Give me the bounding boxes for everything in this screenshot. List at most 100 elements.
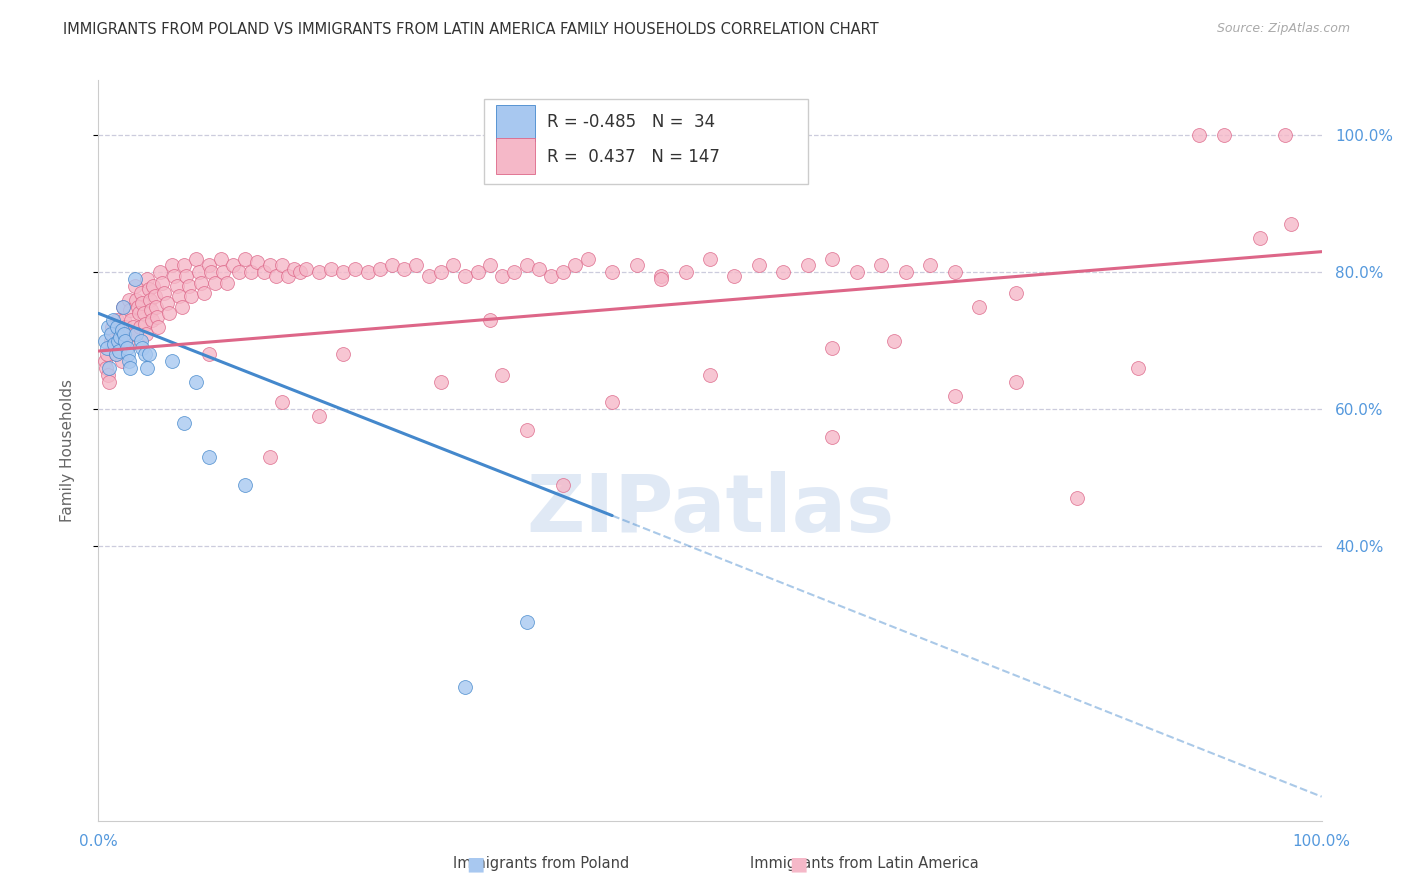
Point [626,259,648,273]
Point [491,368,513,382]
Point [215,276,238,290]
Point [454,268,477,283]
Point [115,341,138,355]
Point [233,477,256,491]
Point [1249,231,1271,245]
Point [308,409,330,424]
Point [107,324,129,338]
Point [136,272,159,286]
Point [143,289,166,303]
Point [503,265,526,279]
Point [167,289,190,303]
Point [118,293,141,307]
Point [1274,128,1296,142]
Point [222,259,245,273]
Point [283,261,305,276]
Point [142,279,165,293]
Point [100,334,122,348]
Point [139,293,162,307]
Point [467,265,489,279]
Point [180,289,202,303]
Point [204,276,226,290]
Point [127,300,149,314]
Point [115,326,138,341]
Point [134,317,156,331]
Point [94,361,117,376]
Point [193,285,215,300]
Point [96,341,118,355]
Point [149,265,172,279]
Point [131,341,153,355]
Point [129,334,152,348]
Point [160,354,183,368]
Point [111,354,134,368]
Point [101,313,124,327]
Point [173,259,195,273]
Point [114,320,136,334]
Point [101,326,124,341]
Point [186,252,208,266]
Point [138,282,160,296]
Point [491,268,513,283]
Point [186,375,208,389]
Point [157,306,180,320]
Point [197,347,219,361]
Point [1212,128,1234,142]
Point [270,259,294,273]
Point [600,395,623,409]
Point [277,268,299,283]
Point [177,279,200,293]
Point [392,261,416,276]
Point [129,320,152,334]
Text: R = -0.485   N =  34: R = -0.485 N = 34 [547,113,716,131]
Point [772,265,794,279]
Y-axis label: Family Households: Family Households [60,379,75,522]
Point [111,324,134,338]
Point [156,296,179,310]
Point [943,265,966,279]
Point [290,265,312,279]
Point [332,265,354,279]
Point [821,341,844,355]
Point [356,265,378,279]
Point [264,268,287,283]
Point [97,368,120,382]
Point [108,334,131,348]
Point [103,337,125,351]
Point [100,326,122,341]
Point [430,375,453,389]
Point [553,477,575,491]
Point [93,354,115,368]
Point [120,302,142,317]
Point [111,300,134,314]
Point [118,354,141,368]
Point [967,300,990,314]
Text: Immigrants from Latin America: Immigrants from Latin America [751,856,979,871]
FancyBboxPatch shape [496,138,536,174]
Point [246,255,269,269]
Point [121,320,143,334]
Point [128,306,150,320]
Point [600,265,623,279]
FancyBboxPatch shape [496,104,536,141]
Point [381,259,404,273]
Point [821,252,844,266]
Point [252,265,274,279]
Text: ■: ■ [465,854,485,873]
Point [270,395,294,409]
Point [515,615,537,629]
Point [125,293,148,307]
Point [129,285,152,300]
Point [190,276,212,290]
Point [1188,128,1211,142]
Point [920,259,942,273]
Point [112,326,135,341]
Text: Immigrants from Poland: Immigrants from Poland [453,856,630,871]
Point [124,272,146,286]
Point [111,300,134,314]
Point [107,334,129,348]
Text: IMMIGRANTS FROM POLAND VS IMMIGRANTS FROM LATIN AMERICA FAMILY HOUSEHOLDS CORREL: IMMIGRANTS FROM POLAND VS IMMIGRANTS FRO… [63,22,879,37]
Point [160,259,183,273]
Point [430,265,453,279]
Point [540,268,562,283]
